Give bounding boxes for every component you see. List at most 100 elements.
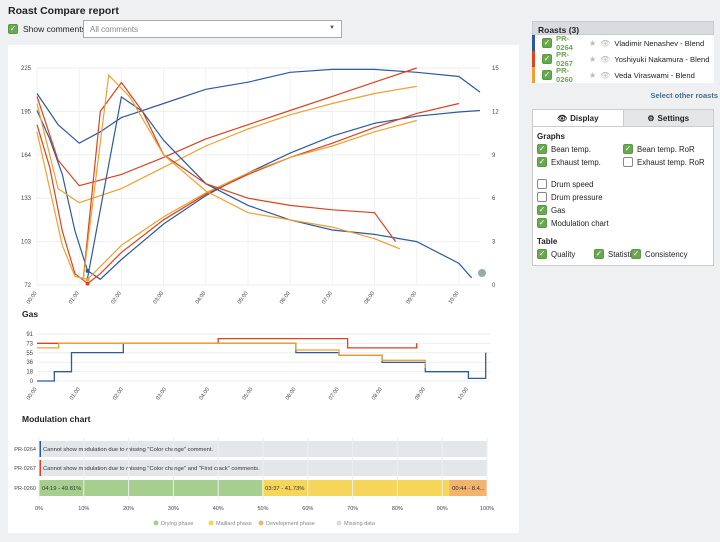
checkbox[interactable]: ✓ <box>537 249 547 259</box>
x-tick-label: 10:00 <box>448 291 461 306</box>
display-settings-panel: 👁 Display ⚙ Settings Graphs ✓ Bean temp. ✓ Be… <box>532 109 714 266</box>
y2-tick-label: 15 <box>492 66 499 72</box>
modulation-row-label: PR-0267 <box>14 466 36 472</box>
option-label: Exhaust temp. <box>551 157 601 167</box>
eye-icon[interactable]: 👁 <box>600 70 611 80</box>
roast-id[interactable]: PR-0260 <box>556 66 573 84</box>
checkbox[interactable] <box>623 157 633 167</box>
y-tick-label: 103 <box>21 240 32 246</box>
checkbox[interactable] <box>537 179 547 189</box>
graphs-heading: Graphs <box>537 132 566 141</box>
y-tick-label: 72 <box>24 283 31 289</box>
y2-tick-label: 6 <box>492 196 496 202</box>
page-title: Roast Compare report <box>8 5 119 17</box>
x-tick-label: 09:00 <box>406 291 419 306</box>
modulation-segment <box>449 480 487 496</box>
modulation-x-tick-label: 30% <box>168 506 179 512</box>
checkbox[interactable]: ✓ <box>594 249 604 259</box>
modulation-chart-title: Modulation chart <box>22 414 91 424</box>
legend-label: Maillard phase <box>216 521 252 527</box>
table-option-consistency[interactable]: ✓ Consistency <box>631 249 687 259</box>
table-option-quality[interactable]: ✓ Quality <box>537 249 575 259</box>
modulation-x-tick-label: 0% <box>35 506 43 512</box>
roasts-header: Roasts (3) <box>532 21 714 35</box>
table-option-statistics[interactable]: ✓ Statistics <box>594 249 639 259</box>
y-tick-label: 133 <box>21 196 32 202</box>
roasts-panel: Roasts (3) ✓ PR-0264 ★ 👁 Vladimir Nenashev -… <box>532 21 714 84</box>
modulation-row-label: PR-0260 <box>14 486 36 492</box>
roast-item-PR-0267[interactable]: ✓ PR-0267 ★ 👁 Yoshiyuki Nakamura - Blend <box>532 50 714 68</box>
roast-id[interactable]: PR-0267 <box>556 50 573 68</box>
graph-option-gas[interactable]: ✓ Gas <box>537 205 565 215</box>
series-line-bean <box>36 109 481 281</box>
graph-option-modulation-chart[interactable]: ✓ Modulation chart <box>537 218 609 228</box>
graph-option-exhaust-temp-ror[interactable]: Exhaust temp. RoR <box>623 157 705 167</box>
modulation-x-tick-label: 90% <box>437 506 448 512</box>
graph-option-exhaust-temp-[interactable]: ✓ Exhaust temp. <box>537 157 601 167</box>
star-icon[interactable]: ★ <box>589 38 597 48</box>
star-icon[interactable]: ★ <box>589 70 597 80</box>
option-label: Modulation chart <box>551 218 609 228</box>
checkbox[interactable]: ✓ <box>537 205 547 215</box>
graph-option-drum-pressure[interactable]: Drum pressure <box>537 192 603 202</box>
roast-item-PR-0260[interactable]: ✓ PR-0260 ★ 👁 Veda Viraswami - Blend <box>532 66 714 84</box>
option-label: Quality <box>551 249 576 259</box>
modulation-color-marker <box>39 441 41 457</box>
x-tick-label: 00:00 <box>26 291 39 306</box>
select-other-roasts-link[interactable]: Select other roasts <box>650 91 718 100</box>
legend-label: Missing data <box>344 521 376 527</box>
tab-settings-label: Settings <box>657 113 690 123</box>
graph-option-drum-speed[interactable]: Drum speed <box>537 179 593 189</box>
modulation-x-tick-label: 50% <box>257 506 268 512</box>
y2-tick-label: 3 <box>492 240 496 246</box>
comments-select[interactable]: All comments ▼ <box>83 20 342 38</box>
modulation-x-tick-label: 10% <box>78 506 89 512</box>
roast-checkbox[interactable]: ✓ <box>542 38 552 48</box>
checkbox[interactable] <box>537 192 547 202</box>
gas-y-tick-label: 36 <box>26 360 33 366</box>
roast-id[interactable]: PR-0264 <box>556 34 573 52</box>
modulation-x-tick-label: 70% <box>347 506 358 512</box>
modulation-message: Cannot show modulation due to missing "C… <box>43 466 260 472</box>
graph-option-bean-temp-[interactable]: ✓ Bean temp. <box>537 144 591 154</box>
checkbox[interactable]: ✓ <box>537 144 547 154</box>
x-tick-label: 07:00 <box>321 291 334 306</box>
charts-svg: 225 195 164 133 103 72 15 12 9 6 3 0 00:00 01:00 02:00… <box>14 66 499 527</box>
roast-item-PR-0264[interactable]: ✓ PR-0264 ★ 👁 Vladimir Nenashev - Blend <box>532 34 714 52</box>
option-label: Bean temp. <box>551 144 591 154</box>
gas-y-tick-label: 0 <box>30 379 34 385</box>
checkbox[interactable]: ✓ <box>623 144 633 154</box>
eye-icon[interactable]: 👁 <box>600 38 611 48</box>
show-comments-label: Show comments <box>23 24 86 34</box>
checkbox[interactable]: ✓ <box>537 157 547 167</box>
checkbox[interactable]: ✓ <box>537 218 547 228</box>
gas-y-tick-label: 73 <box>26 341 33 347</box>
tab-settings[interactable]: ⚙ Settings <box>622 110 713 127</box>
settings-icon: ⚙ <box>647 113 655 123</box>
checkbox[interactable]: ✓ <box>631 249 641 259</box>
modulation-segment <box>262 480 450 496</box>
roast-checkbox[interactable]: ✓ <box>542 54 552 64</box>
show-comments-toggle[interactable]: ✓ Show comments <box>8 24 86 34</box>
x-tick-label: 06:00 <box>279 291 292 306</box>
star-icon[interactable]: ★ <box>589 54 597 64</box>
roast-checkbox[interactable]: ✓ <box>542 70 552 80</box>
y-tick-label: 225 <box>21 66 32 72</box>
series-line-bean <box>36 119 417 280</box>
series-line-bean <box>36 102 460 285</box>
show-comments-checkbox[interactable]: ✓ <box>8 24 18 34</box>
series-line-exhaust <box>36 68 481 144</box>
legend-swatch <box>336 520 342 526</box>
series-line-ror <box>82 81 397 278</box>
option-label: Drum speed <box>551 179 594 189</box>
graph-option-bean-temp-ror[interactable]: ✓ Bean temp. RoR <box>623 144 695 154</box>
series-line-ror <box>87 95 473 279</box>
eye-icon[interactable]: 👁 <box>600 54 611 64</box>
tab-display-label: Display <box>570 113 599 123</box>
modulation-color-marker <box>39 460 41 476</box>
legend-swatch <box>208 520 214 526</box>
comments-select-value: All comments <box>90 25 139 34</box>
x-tick-label: 05:00 <box>237 291 250 306</box>
gas-x-tick-label: 10:00 <box>457 387 470 402</box>
tab-display[interactable]: 👁 Display <box>533 110 623 127</box>
